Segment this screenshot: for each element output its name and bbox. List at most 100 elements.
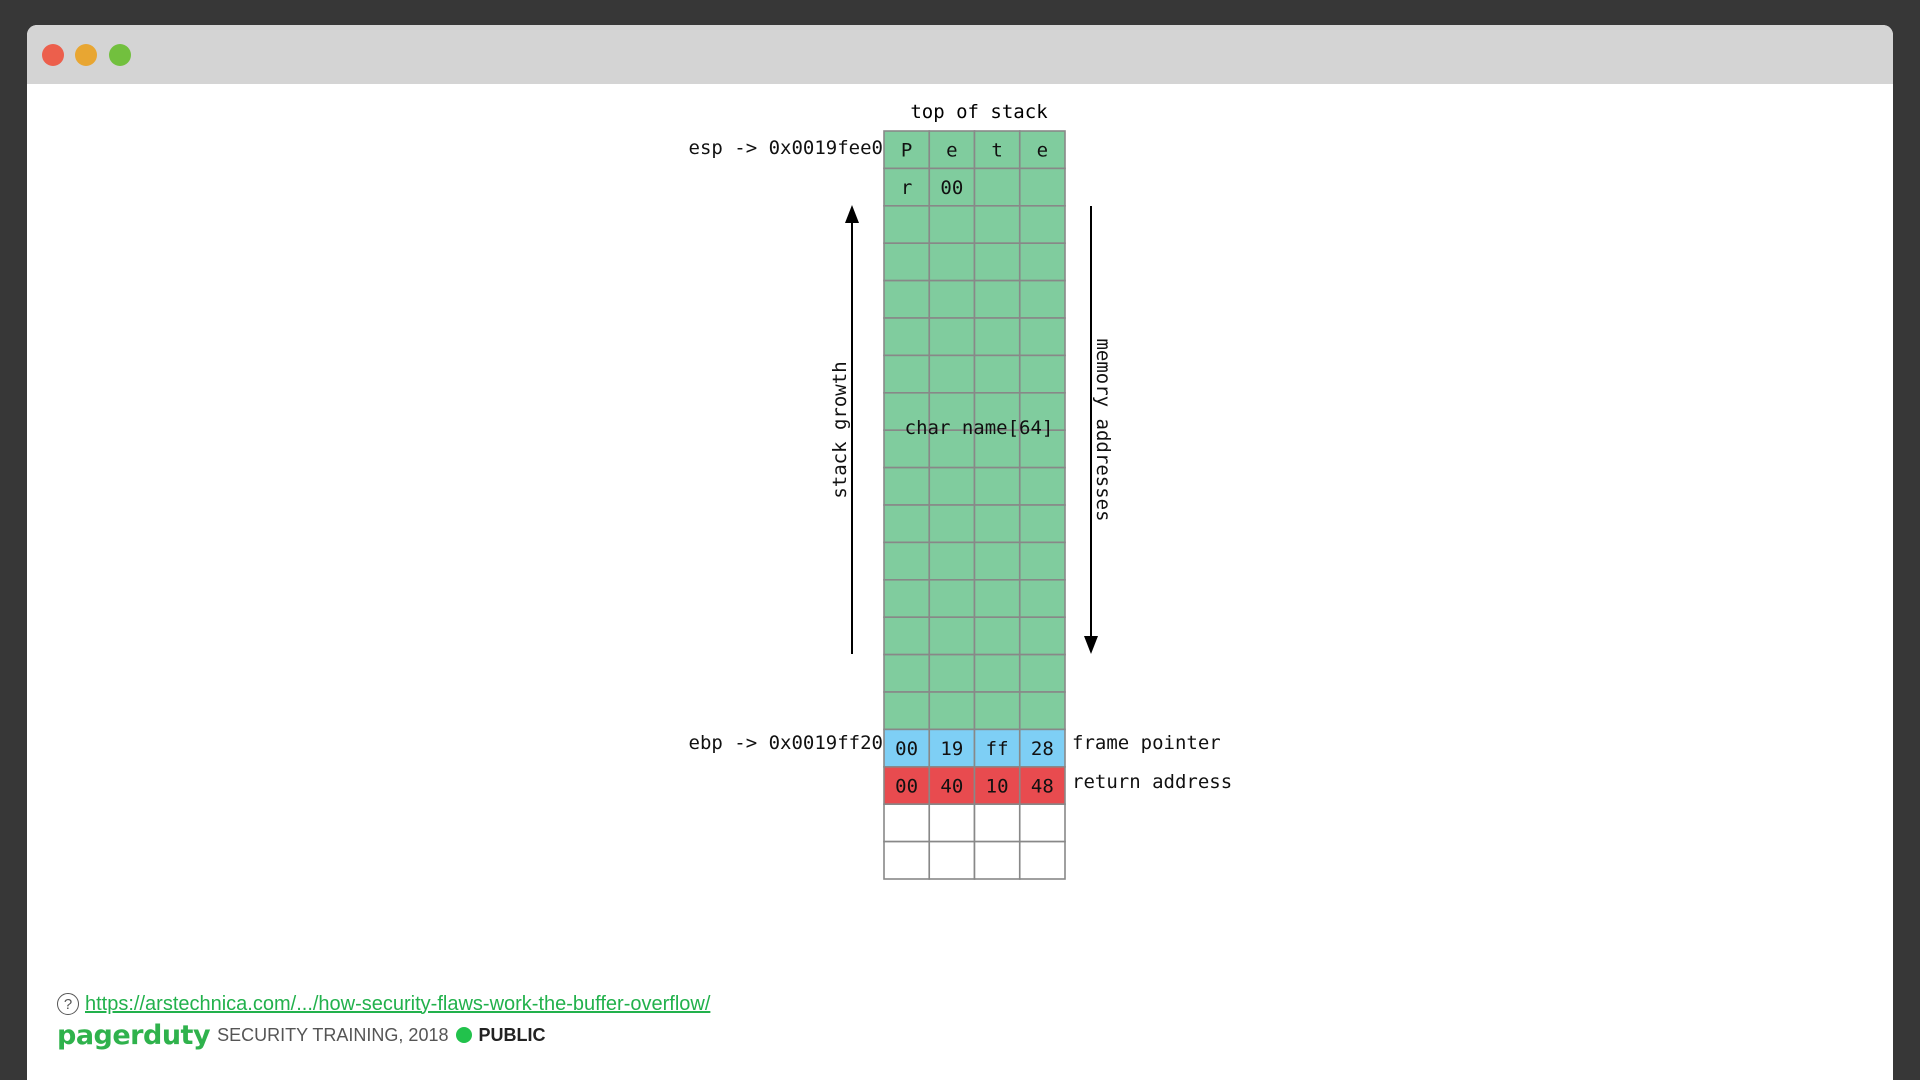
memory-cell [973,653,1021,693]
memory-cell [973,167,1021,207]
memory-cell [1018,728,1066,768]
memory-cell [928,578,976,618]
memory-cell [928,765,976,805]
memory-cell [973,354,1021,394]
memory-cell [973,205,1021,245]
memory-cell-value: e [1037,140,1048,162]
memory-cell [883,354,931,394]
memory-cell [973,803,1021,843]
memory-cell [1018,541,1066,581]
memory-cell [1018,167,1066,207]
memory-cell [883,578,931,618]
memory-cell [973,466,1021,506]
memory-cell [928,354,976,394]
memory-cell [928,466,976,506]
memory-cell [1018,354,1066,394]
memory-cell-value: 48 [1031,776,1054,798]
memory-cell [883,242,931,282]
memory-cell [883,765,931,805]
slide-footer: ? https://arstechnica.com/.../how-securi… [57,990,710,1051]
memory-cell [973,504,1021,544]
memory-cell [973,279,1021,319]
memory-cell-value: e [946,140,957,162]
memory-cell-value: 40 [940,776,963,798]
memory-cell [883,205,931,245]
memory-cell [1018,466,1066,506]
memory-cell [928,391,976,431]
ebp-label: ebp -> 0x0019ff20 [689,732,883,754]
memory-cell-value: P [901,140,912,162]
memory-cell [973,317,1021,357]
memory-cell [883,279,931,319]
memory-cell [1018,317,1066,357]
memory-cell [883,466,931,506]
return-address-label: return address [1072,771,1232,793]
memory-cell [1018,765,1066,805]
title-bar [27,25,1893,84]
memory-cell [883,691,931,731]
memory-cell [883,653,931,693]
memory-cell [973,728,1021,768]
memory-cell [1018,279,1066,319]
memory-cell [1018,616,1066,656]
memory-cell [928,279,976,319]
memory-cell [928,840,976,880]
source-link[interactable]: https://arstechnica.com/.../how-security… [85,992,711,1015]
memory-cell [928,653,976,693]
memory-addresses-arrowhead [1084,636,1098,654]
memory-cell-value: 10 [986,776,1009,798]
status-dot-icon [456,1027,473,1043]
memory-cell [928,429,976,469]
memory-cell-value: r [901,177,912,199]
memory-cell [928,691,976,731]
memory-cell [973,578,1021,618]
esp-label: esp -> 0x0019fee0 [689,137,883,159]
source-row: ? https://arstechnica.com/.../how-securi… [57,990,710,1018]
memory-cell-value: 00 [895,738,918,760]
memory-cell [1018,803,1066,843]
memory-cell [883,317,931,357]
memory-cell [973,840,1021,880]
memory-cell-value: t [991,140,1002,162]
memory-cell [928,317,976,357]
memory-cell [928,616,976,656]
memory-cell [883,504,931,544]
memory-cell [928,541,976,581]
memory-cell [1018,429,1066,469]
memory-cell [1018,691,1066,731]
memory-cell [1018,653,1066,693]
memory-cell-value: 19 [940,738,963,760]
memory-cell [883,803,931,843]
classification-label: PUBLIC [478,1024,546,1045]
memory-cell [973,765,1021,805]
brand-row: pagerduty SECURITY TRAINING, 2018 PUBLIC [57,1019,710,1051]
memory-cell [1018,504,1066,544]
pagerduty-logo: pagerduty [57,1019,211,1051]
stack-growth-label: stack growth [829,361,851,498]
memory-cell [928,205,976,245]
memory-cell-value: ff [986,738,1009,760]
memory-cell [1018,205,1066,245]
memory-cell [883,840,931,880]
memory-cell [928,803,976,843]
top-of-stack-label: top of stack [910,101,1048,123]
maximize-window-button[interactable] [109,44,131,66]
close-window-button[interactable] [42,44,64,66]
memory-cell [883,541,931,581]
memory-cell [883,616,931,656]
training-label: SECURITY TRAINING, 2018 [217,1024,449,1045]
memory-cell [973,242,1021,282]
memory-cell [973,616,1021,656]
memory-cell-value: 00 [895,776,918,798]
memory-addresses-label: memory addresses [1092,338,1114,521]
memory-cell [1018,391,1066,431]
memory-cell [928,504,976,544]
minimize-window-button[interactable] [75,44,97,66]
memory-cell [928,242,976,282]
memory-cell [1018,578,1066,618]
buffer-label: char name[64] [905,417,1054,439]
